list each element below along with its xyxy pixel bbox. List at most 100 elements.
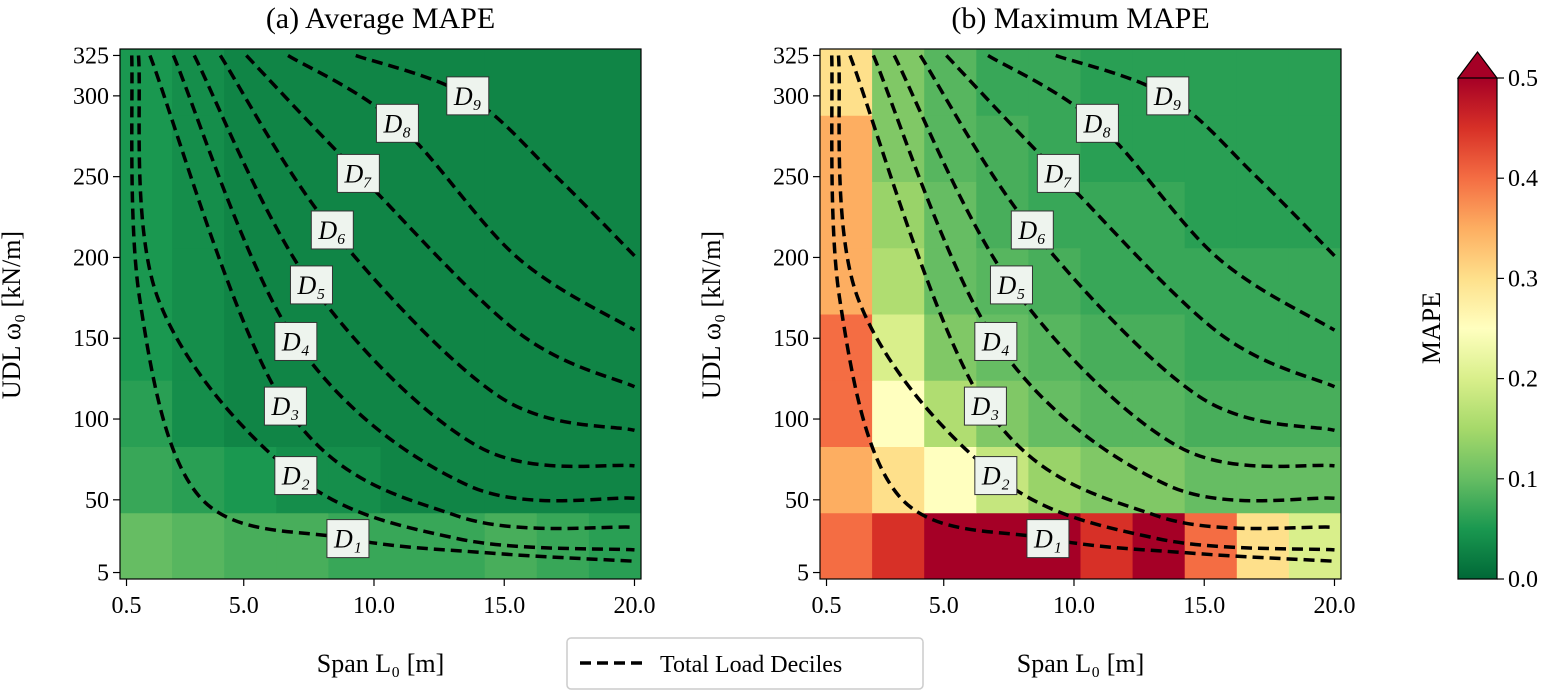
y-tick-label: 250 [773,165,809,191]
heatmap-cell [820,380,873,447]
decile-label-box [1010,210,1054,250]
decile-curve [871,54,1335,503]
heatmap-cell [1236,380,1290,447]
decile-label-box [446,76,490,116]
heatmap-cell [484,247,538,315]
decile-label: D₆ [317,216,346,245]
decile-curve [945,54,1336,389]
x-tick-label: 20.0 [1313,593,1355,619]
heatmap-cell [120,115,173,182]
heatmap-cell [1288,446,1342,514]
decile-label: D₉ [453,82,482,111]
heatmap-cell [976,512,1029,580]
axes-frame [819,48,1342,580]
heatmap-cell [172,446,225,514]
heatmap-cell [588,115,642,182]
y-tick-label: 200 [773,245,809,271]
heatmap-cell [588,247,642,315]
heatmap-cell [432,380,486,447]
heatmap-cell [1288,247,1342,315]
heatmap-cell [1236,314,1290,381]
y-tick-label: 100 [773,407,809,433]
heatmap-cell [536,181,590,249]
heatmap-cell [924,446,977,514]
heatmap-cell [1236,115,1290,182]
decile-curve [192,54,635,469]
heatmap-cell [1288,512,1342,580]
heatmap-cell [120,247,173,315]
heatmap-cell [536,446,590,514]
heatmap-cell [588,512,642,580]
heatmap-cell [484,181,538,249]
y-tick-label: 325 [773,43,809,69]
decile-curve [218,54,635,433]
heatmap-cell [380,314,434,381]
heatmap-cell [536,314,590,381]
decile-label: D₁ [1033,525,1062,554]
decile-label-box [375,103,419,143]
y-tick-label: 300 [73,84,109,110]
colorbar-tick-label: 0.4 [1508,166,1538,192]
colorbar-tick-label: 0.2 [1508,367,1538,393]
decile-label: D₂ [981,462,1010,491]
legend-box [566,637,924,690]
heatmap-cell [1184,181,1238,249]
heatmap-cell [120,380,173,447]
decile-label: D₄ [981,327,1010,356]
axes-frame [119,48,642,580]
decile-label-box [263,386,307,426]
heatmap-cell [1236,181,1290,249]
x-tick-label: 15.0 [483,593,525,619]
colorbar-tick-label: 0.3 [1508,266,1538,292]
decile-curve [287,53,636,332]
heatmap-cell [172,247,225,315]
heatmap-cell [536,49,590,116]
decile-curve [918,54,1335,433]
decile-label: D₃ [971,392,1000,421]
x-tick-label: 5.0 [929,593,959,619]
decile-label: D₈ [383,109,412,138]
colorbar-tick-label: 0.1 [1508,467,1538,493]
heatmap-cell [432,512,486,580]
heatmap-cell [1184,115,1238,182]
heatmap-cell [872,247,925,315]
decile-curve [245,54,636,389]
heatmap-cell [484,314,538,381]
heatmap-cell [1080,247,1134,315]
heatmap-cell [224,512,277,580]
decile-curve [892,54,1335,469]
heatmap-cell [276,512,329,580]
panel-title: (a) Average MAPE [266,2,495,35]
y-tick-label: 100 [73,407,109,433]
colorbar-frame [1457,78,1498,580]
heatmap-cell [1288,314,1342,381]
decile-label: D₂ [281,462,310,491]
colorbar-tick-label: 0.5 [1508,66,1538,92]
heatmap-cell [1080,181,1134,249]
decile-curve [129,55,635,563]
heatmap-cell [172,380,225,447]
heatmap-cell [224,446,277,514]
heatmap-cell [1080,446,1134,514]
heatmap-cell [924,115,977,182]
x-tick-label: 0.5 [112,593,142,619]
y-tick-label: 5 [797,561,809,587]
y-tick-label: 150 [773,326,809,352]
heatmap-cell [588,380,642,447]
heatmap-cell [1236,247,1290,315]
decile-label-box [310,210,354,250]
decile-label-box [974,456,1018,496]
decile-curve [1055,53,1336,258]
heatmap-cell [924,512,977,580]
decile-curve [829,55,1335,563]
heatmap-cell [484,49,538,116]
decile-label: D₃ [271,392,300,421]
heatmap-cell [1288,380,1342,447]
legend-label: Total Load Deciles [660,652,842,678]
decile-label: D₁ [333,525,362,554]
decile-label: D₇ [343,159,372,188]
heatmap-cell [276,49,329,116]
y-tick-label: 250 [73,165,109,191]
heatmap-cell [820,181,873,249]
